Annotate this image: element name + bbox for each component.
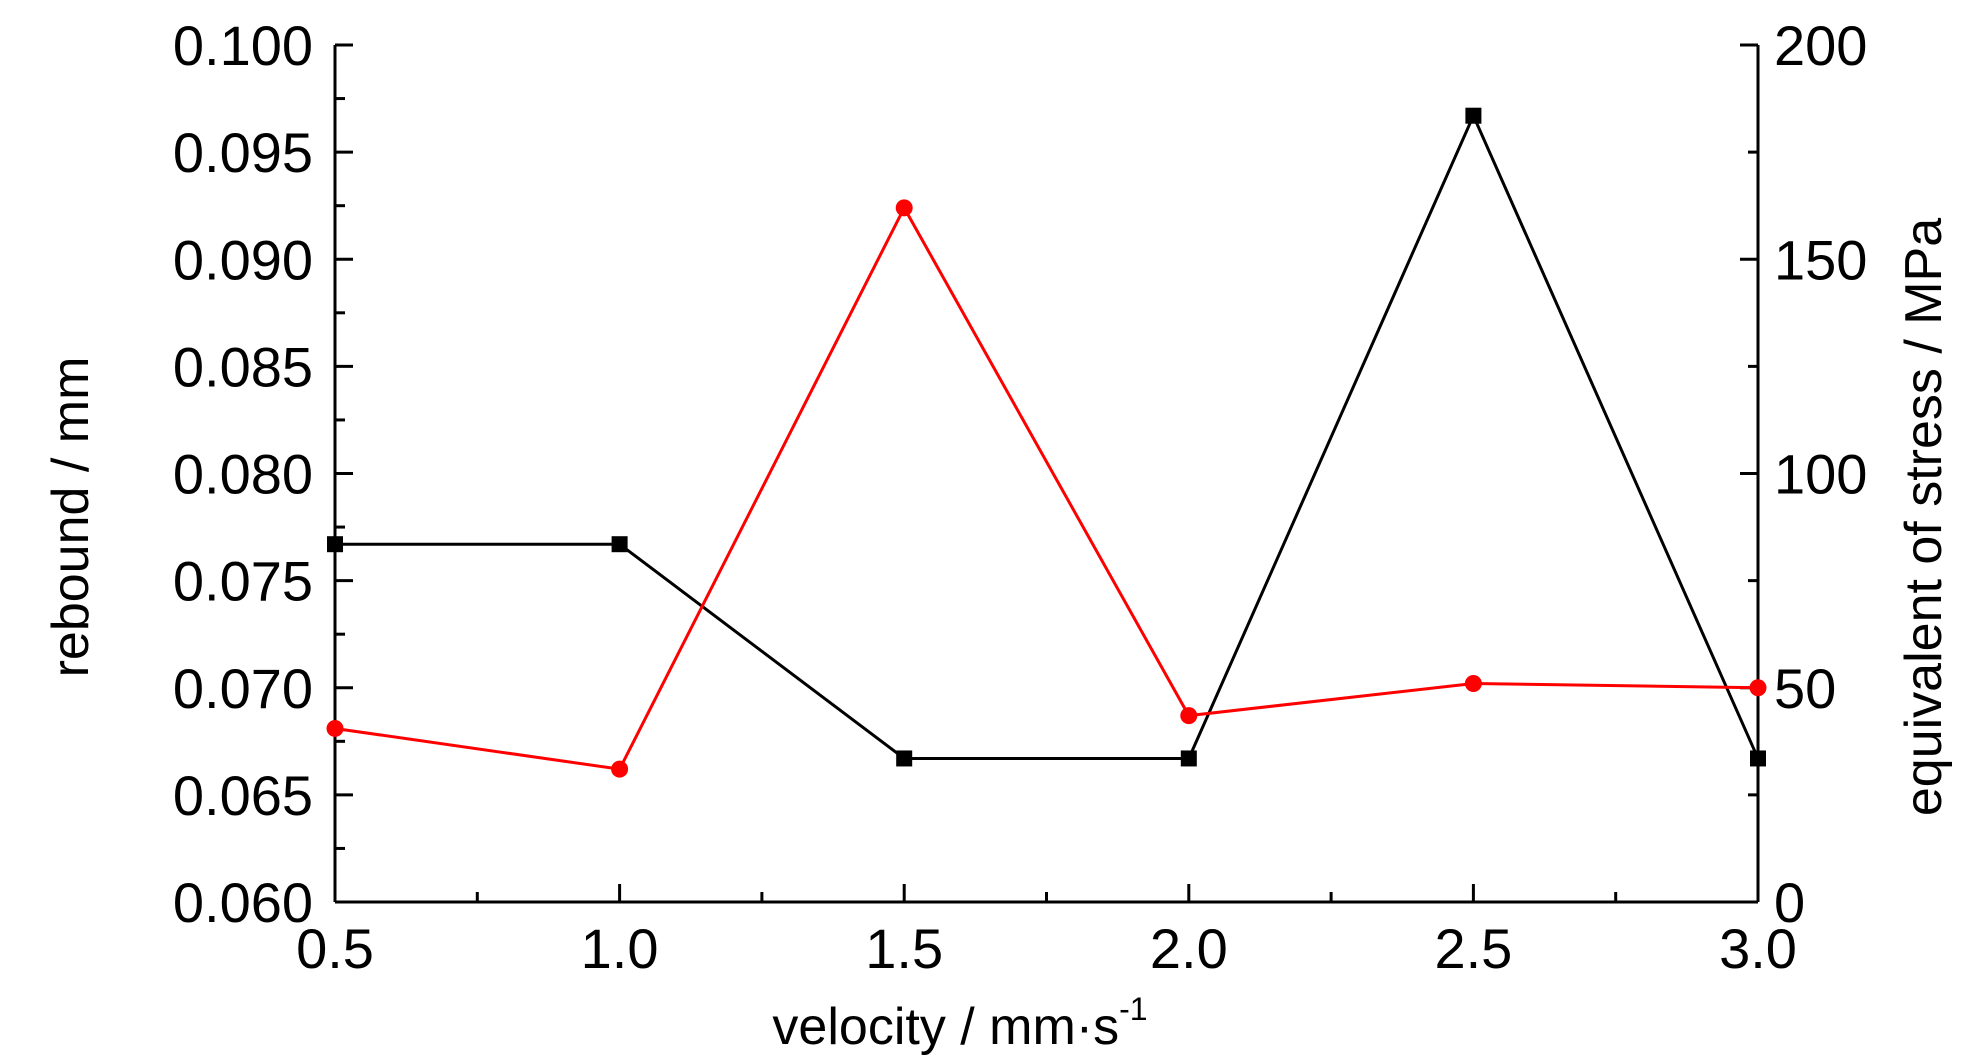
y-left-tick-label: 0.070: [173, 657, 313, 720]
x-tick-label: 2.0: [1150, 917, 1228, 980]
stress-point: [895, 199, 913, 217]
rebound-point: [611, 536, 628, 553]
x-axis-title-text: velocity / mm·s: [772, 998, 1119, 1056]
labels: 0.5 1.0 1.5 2.0 2.5 3.0 0.060 0.065 0.070 0.075 0.…: [173, 14, 1868, 980]
y-left-tick-label: 0.100: [173, 14, 313, 77]
y-right-tick-label: 0: [1774, 871, 1805, 934]
rebound-point: [896, 750, 913, 767]
y-left-tick-label: 0.085: [173, 335, 313, 398]
axes: [333, 45, 1760, 904]
y-left-axis-title: rebound / mm: [42, 357, 100, 678]
y-left-tick-label: 0.080: [173, 443, 313, 506]
x-tick-label: 2.5: [1434, 917, 1512, 980]
y-right-tick-label: 100: [1774, 443, 1867, 506]
y-right-tick-label: 150: [1774, 228, 1867, 291]
rebound-point: [1465, 107, 1482, 124]
x-tick-label: 1.0: [581, 917, 659, 980]
y-right-tick-label: 200: [1774, 14, 1867, 77]
x-axis-title-superscript: -1: [1119, 991, 1147, 1027]
stress-point: [1464, 674, 1482, 692]
y-right-axis-title: equivalent of stress / MPa: [1895, 218, 1953, 816]
stress-point: [326, 719, 344, 737]
rebound-point: [1180, 750, 1197, 767]
series-line-stress: [334, 204, 1759, 771]
stress-point: [611, 760, 629, 778]
ticks: [333, 43, 1760, 904]
stress-point: [1180, 707, 1198, 725]
y-right-tick-label: 50: [1774, 657, 1836, 720]
rebound-point: [327, 536, 343, 553]
x-tick-label: 1.5: [865, 917, 943, 980]
x-axis-title: velocity / mm·s-1: [772, 991, 1147, 1056]
stress-point: [1749, 679, 1767, 697]
x-tick-label: 3.0: [1719, 917, 1797, 980]
y-left-tick-label: 0.090: [173, 228, 313, 291]
series-line-rebound: [335, 111, 1760, 760]
x-tick-label: 0.5: [296, 917, 374, 980]
y-left-tick-label: 0.060: [173, 871, 313, 934]
rebound-point: [1750, 750, 1766, 767]
series: [326, 107, 1767, 778]
y-left-tick-label: 0.065: [173, 764, 313, 827]
y-left-tick-label: 0.075: [173, 550, 313, 613]
y-left-tick-label: 0.095: [173, 121, 313, 184]
